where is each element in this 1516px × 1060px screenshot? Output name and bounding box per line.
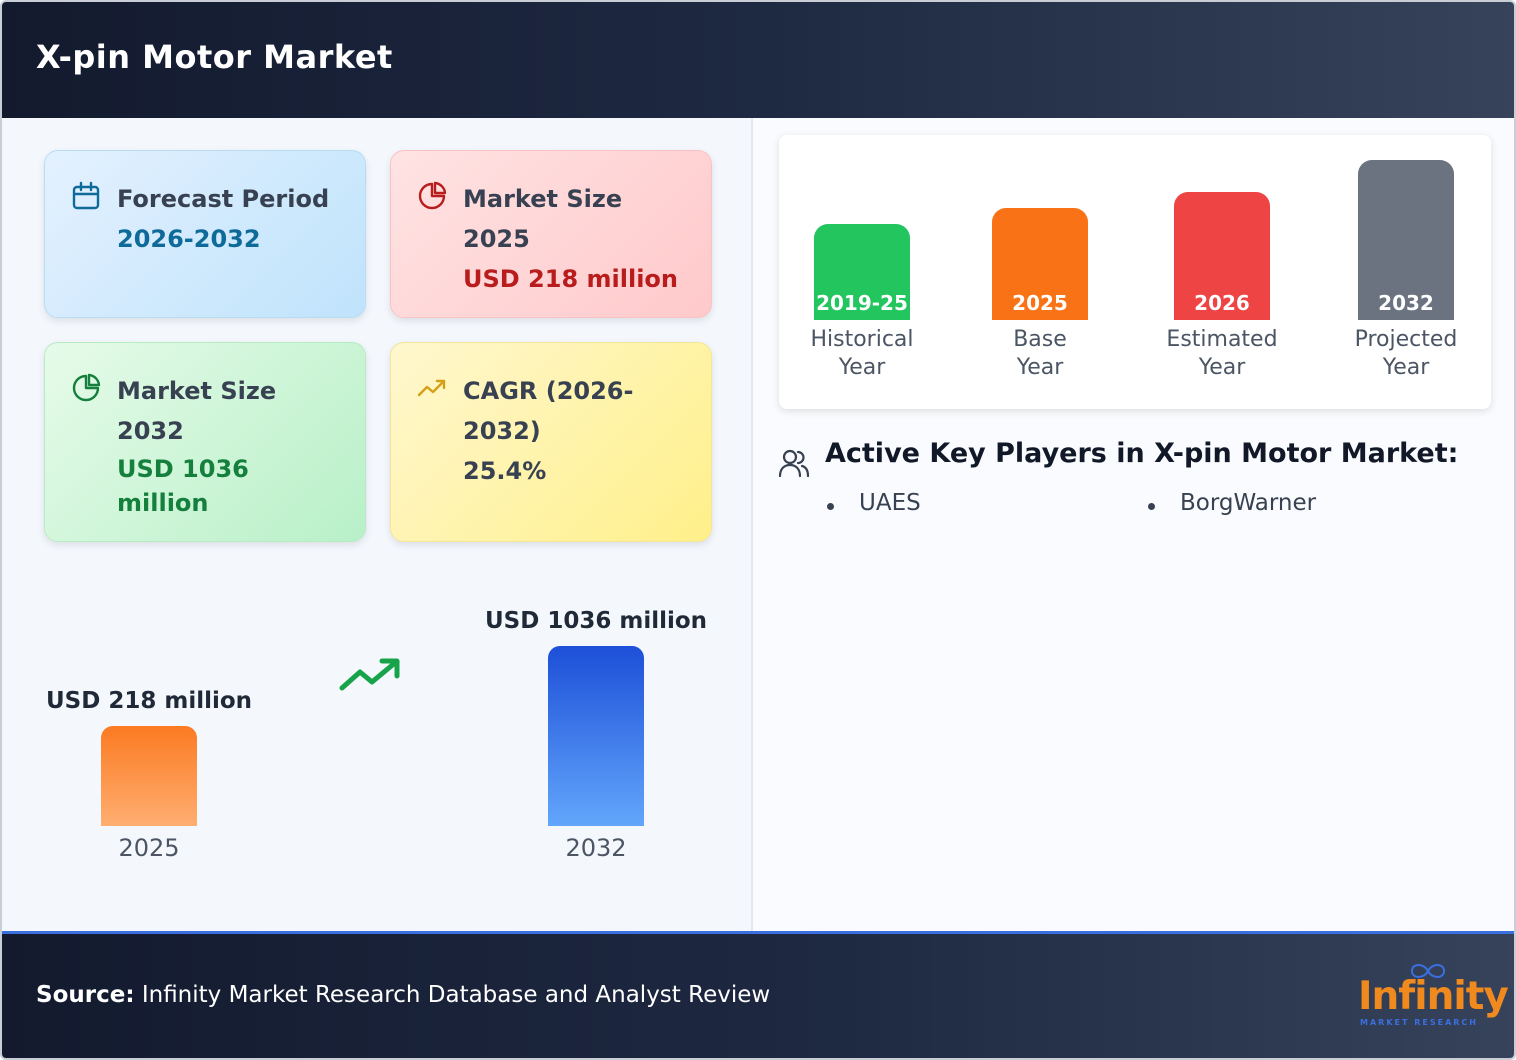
forecast-period-text: Forecast Period 2026-2032 xyxy=(117,179,351,259)
bar-category-label: 2025 xyxy=(118,834,180,862)
header-bar: X-pin Motor Market xyxy=(2,2,1514,118)
key-players-title: Active Key Players in X-pin Motor Market… xyxy=(825,438,1459,469)
pie-chart-icon xyxy=(72,373,101,402)
market-size-2032-value-unit: million xyxy=(117,489,209,517)
bar-value-label: USD 1036 million xyxy=(485,608,708,634)
timeline-caption-line: Projected xyxy=(1354,327,1458,352)
bullet-icon xyxy=(827,503,834,510)
forecast-period-card: Forecast Period 2026-2032 xyxy=(44,150,366,318)
market-size-2025-value: USD 218 million xyxy=(463,265,678,293)
forecast-period-value: 2026-2032 xyxy=(117,225,261,253)
market-size-2032-year: 2032 xyxy=(117,417,184,445)
bar-category-label: 2032 xyxy=(565,834,627,862)
player-item: BorgWarner xyxy=(1148,490,1317,516)
market-size-2025-year: 2025 xyxy=(463,225,530,253)
logo-subtitle: MARKET RESEARCH xyxy=(1360,1018,1478,1027)
cagr-label: CAGR (2026- xyxy=(463,377,634,405)
timeline-bar-2025: 2025 xyxy=(992,208,1088,320)
bar-value-label: USD 218 million xyxy=(46,688,253,714)
trend-up-icon xyxy=(417,379,446,397)
page-title: X-pin Motor Market xyxy=(36,38,393,76)
cagr-label-end: 2032) xyxy=(463,417,541,445)
timeline-caption-line: Year xyxy=(838,355,886,380)
timeline-year-label: 2025 xyxy=(1012,291,1068,315)
player-item: UAES xyxy=(827,490,921,516)
timeline-caption: Projected Year xyxy=(1321,326,1491,382)
bar-2032 xyxy=(548,646,644,826)
timeline-caption: Estimated Year xyxy=(1137,326,1307,382)
calendar-icon xyxy=(72,181,100,210)
logo-word: Infinity xyxy=(1358,974,1509,1019)
timeline-year-label: 2032 xyxy=(1378,291,1434,315)
market-size-2025-text: Market Size 2025 USD 218 million xyxy=(463,179,697,299)
player-name: BorgWarner xyxy=(1180,490,1317,516)
footer-bar: Source: Infinity Market Research Databas… xyxy=(2,931,1514,1058)
infinity-logo: Infinity MARKET RESEARCH xyxy=(1354,956,1509,1036)
timeline-year-label: 2019-25 xyxy=(816,291,908,315)
timeline-caption-line: Base xyxy=(1013,327,1067,352)
market-size-2032-label: Market Size xyxy=(117,377,277,405)
bullet-icon xyxy=(1148,503,1155,510)
timeline-caption-line: Year xyxy=(1016,355,1064,380)
timeline-caption: Historical Year xyxy=(777,326,947,382)
bar-2025 xyxy=(101,726,197,826)
cagr-text: CAGR (2026- 2032) 25.4% xyxy=(463,371,697,491)
source-label: Source: xyxy=(36,982,135,1008)
pie-chart-icon xyxy=(418,181,447,210)
users-icon xyxy=(778,449,810,478)
source-text: Infinity Market Research Database and An… xyxy=(141,982,771,1008)
timeline-bar-2019-25: 2019-25 xyxy=(814,224,910,320)
timeline-caption: Base Year xyxy=(955,326,1125,382)
forecast-period-label: Forecast Period xyxy=(117,185,330,213)
player-name: UAES xyxy=(859,490,921,516)
market-size-2032-text: Market Size 2032 USD 1036 million xyxy=(117,371,351,519)
market-size-2032-value: USD 1036 xyxy=(117,455,249,483)
market-size-2025-label: Market Size xyxy=(463,185,623,213)
infinity-symbol-icon xyxy=(1410,964,1446,978)
market-size-2025-card: Market Size 2025 USD 218 million xyxy=(390,150,712,318)
source-note: Source: Infinity Market Research Databas… xyxy=(36,982,770,1008)
market-size-2032-card: Market Size 2032 USD 1036 million xyxy=(44,342,366,542)
timeline-year-label: 2026 xyxy=(1194,291,1250,315)
timeline-caption-line: Historical xyxy=(810,327,914,352)
timeline-bar-2026: 2026 xyxy=(1174,192,1270,320)
timeline-bar-2032: 2032 xyxy=(1358,160,1454,320)
timeline-caption-line: Estimated xyxy=(1166,327,1278,352)
timeline-caption-line: Year xyxy=(1382,355,1430,380)
cagr-card: CAGR (2026- 2032) 25.4% xyxy=(390,342,712,542)
growth-arrow-icon xyxy=(339,658,400,691)
cagr-value: 25.4% xyxy=(463,457,547,485)
timeline-caption-line: Year xyxy=(1198,355,1246,380)
